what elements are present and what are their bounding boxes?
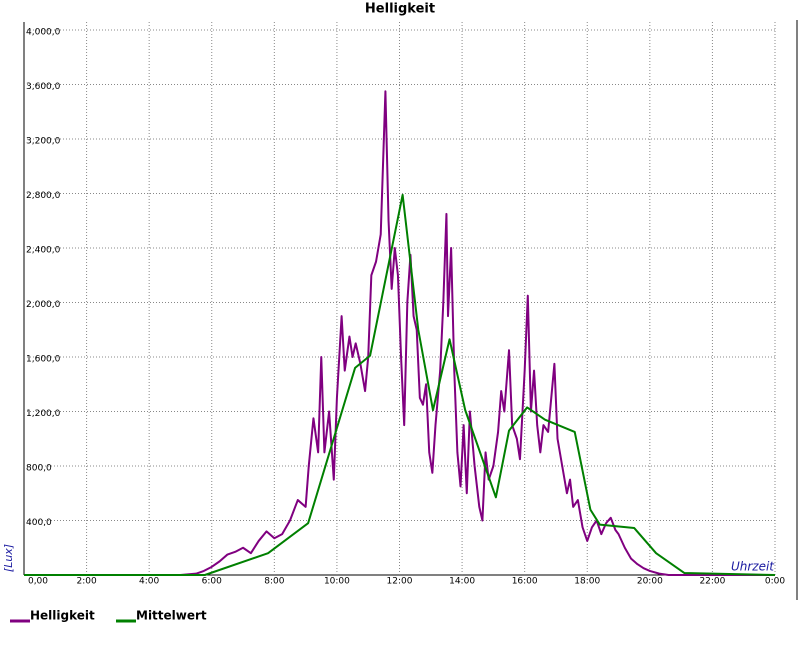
x-tick-label: 18:00 (574, 577, 600, 587)
y-tick-label: 3,200,0 (26, 137, 61, 147)
x-tick-label: 12:00 (387, 577, 413, 587)
y-tick-label: 1,600,0 (26, 355, 61, 365)
y-tick-label: 400,0 (26, 518, 52, 528)
x-tick-label: 14:00 (449, 577, 475, 587)
x-tick-label: 20:00 (637, 577, 663, 587)
y-axis-label: [Lux] (2, 544, 15, 572)
x-tick-label: 10:00 (324, 577, 350, 587)
x-axis-label: Uhrzeit (731, 560, 775, 574)
legend-label: Mittelwert (136, 609, 207, 623)
x-tick-label: 0,00 (28, 577, 48, 587)
y-tick-label: 4,000,0 (26, 28, 61, 38)
x-tick-label: 0:00 (765, 577, 785, 587)
y-tick-label: 1,200,0 (26, 409, 61, 419)
legend-label: Helligkeit (30, 609, 95, 623)
y-tick-label: 2,400,0 (26, 246, 61, 256)
x-tick-label: 4:00 (139, 577, 159, 587)
y-tick-label: 2,000,0 (26, 300, 61, 310)
x-tick-label: 16:00 (512, 577, 538, 587)
x-tick-label: 22:00 (699, 577, 725, 587)
y-tick-label: 800,0 (26, 464, 52, 474)
x-tick-label: 6:00 (202, 577, 222, 587)
x-tick-label: 8:00 (264, 577, 284, 587)
y-tick-label: 3,600,0 (26, 82, 61, 92)
series-line (24, 90, 775, 576)
x-tick-label: 2:00 (76, 577, 96, 587)
series-line (24, 193, 776, 576)
y-tick-label: 2,800,0 (26, 191, 61, 201)
chart-title: Helligkeit (365, 2, 435, 17)
